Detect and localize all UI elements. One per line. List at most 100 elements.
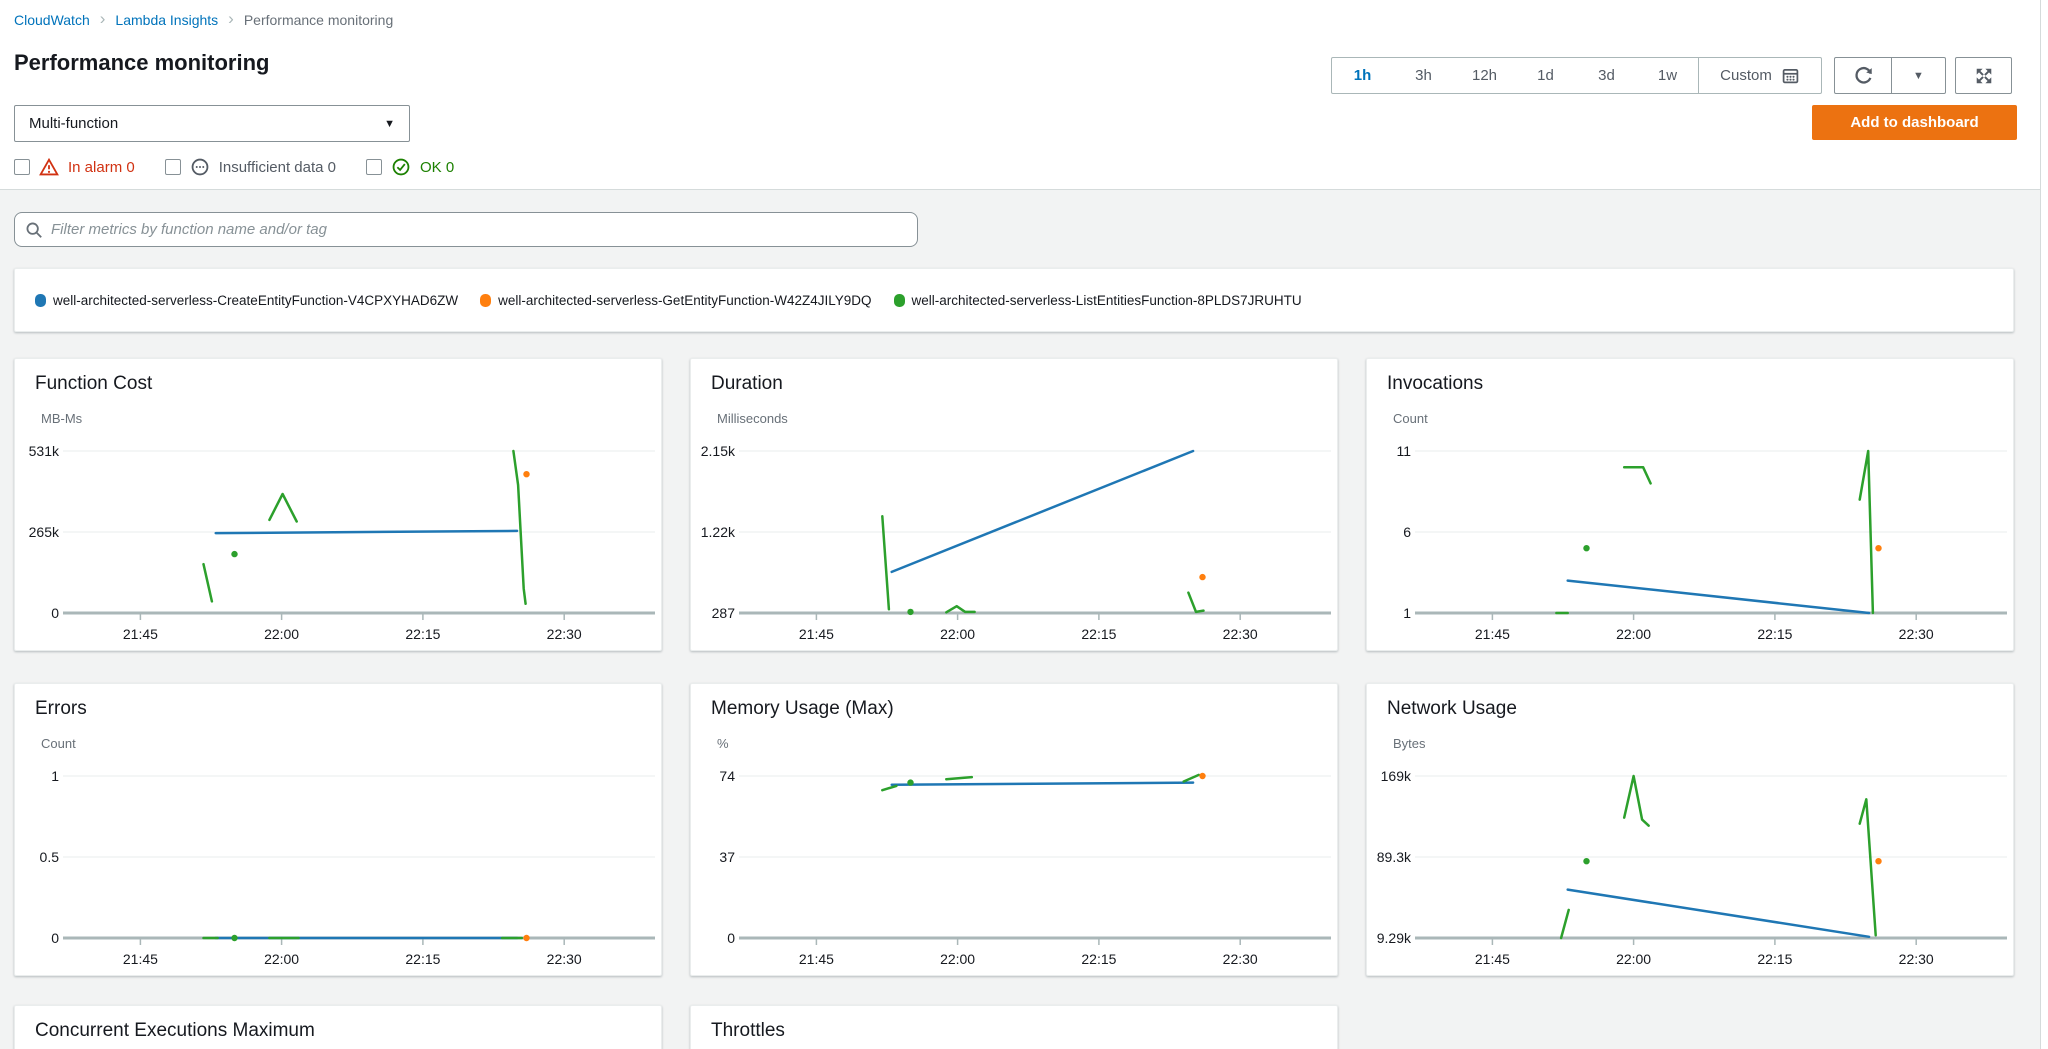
add-to-dashboard-button[interactable]: Add to dashboard xyxy=(1812,105,2017,140)
refresh-button[interactable] xyxy=(1835,58,1891,93)
in-alarm-checkbox[interactable] xyxy=(14,159,30,175)
search-icon xyxy=(25,221,43,239)
fullscreen-button[interactable] xyxy=(1955,57,2012,94)
time-range-3d[interactable]: 3d xyxy=(1576,58,1637,93)
legend-item-create-entity[interactable]: well-architected-serverless-CreateEntity… xyxy=(35,293,458,308)
svg-text:74: 74 xyxy=(719,768,735,784)
breadcrumb-lambda-insights[interactable]: Lambda Insights xyxy=(115,12,218,28)
legend-dot-blue xyxy=(35,294,46,307)
time-range-1h[interactable]: 1h xyxy=(1332,58,1393,93)
insufficient-data-checkbox[interactable] xyxy=(165,159,181,175)
chart-card-function-cost: Function Cost MB-Ms 0265k531k21:4522:002… xyxy=(14,358,662,651)
chart-canvas: 2871.22k2.15k21:4522:0022:1522:30 xyxy=(691,434,1339,649)
breadcrumb: CloudWatch › Lambda Insights › Performan… xyxy=(14,10,393,30)
legend-dot-orange xyxy=(480,294,491,307)
page-title: Performance monitoring xyxy=(14,50,269,76)
metric-filter-search xyxy=(14,212,918,247)
chart-unit-label: Count xyxy=(41,736,76,751)
chart-title: Function Cost xyxy=(35,373,152,395)
vertical-scrollbar[interactable] xyxy=(2040,0,2048,1049)
search-input[interactable] xyxy=(51,221,907,238)
legend-item-get-entity[interactable]: well-architected-serverless-GetEntityFun… xyxy=(480,293,871,308)
function-scope-select[interactable]: Multi-function ▼ xyxy=(14,105,410,142)
chart-canvas: 161121:4522:0022:1522:30 xyxy=(1367,434,2015,649)
svg-text:22:30: 22:30 xyxy=(547,626,582,642)
legend-item-list-entities[interactable]: well-architected-serverless-ListEntities… xyxy=(894,293,1302,308)
in-alarm-label: In alarm 0 xyxy=(68,159,135,176)
svg-text:21:45: 21:45 xyxy=(1475,951,1510,967)
chart-title: Duration xyxy=(711,373,783,395)
svg-text:265k: 265k xyxy=(29,524,60,540)
svg-text:9.29k: 9.29k xyxy=(1377,930,1412,946)
svg-text:2.15k: 2.15k xyxy=(701,443,736,459)
svg-text:0: 0 xyxy=(727,930,735,946)
legend-dot-green xyxy=(894,294,905,307)
refresh-options-button[interactable]: ▼ xyxy=(1891,58,1945,93)
svg-text:22:00: 22:00 xyxy=(940,626,975,642)
svg-text:21:45: 21:45 xyxy=(123,626,158,642)
filter-ok[interactable]: OK 0 xyxy=(366,157,454,177)
alarm-warning-icon xyxy=(39,157,59,177)
svg-text:21:45: 21:45 xyxy=(799,626,834,642)
svg-text:1: 1 xyxy=(1403,605,1411,621)
svg-text:531k: 531k xyxy=(29,443,60,459)
errors-plot: 00.5121:4522:0022:1522:30 xyxy=(15,759,663,974)
breadcrumb-cloudwatch[interactable]: CloudWatch xyxy=(14,12,90,28)
breadcrumb-separator-icon: › xyxy=(100,9,106,29)
svg-text:22:00: 22:00 xyxy=(1616,951,1651,967)
svg-text:0: 0 xyxy=(51,605,59,621)
custom-label: Custom xyxy=(1720,67,1772,84)
svg-text:22:00: 22:00 xyxy=(264,626,299,642)
time-range-1w[interactable]: 1w xyxy=(1637,58,1698,93)
svg-text:21:45: 21:45 xyxy=(123,951,158,967)
chart-canvas: 00.5121:4522:0022:1522:30 xyxy=(15,759,663,974)
svg-text:169k: 169k xyxy=(1381,768,1412,784)
filter-insufficient-data[interactable]: Insufficient data 0 xyxy=(165,157,336,177)
chart-card-network-usage: Network Usage Bytes 9.29k 89.3k 169k 21:45 2… xyxy=(1366,683,2014,976)
svg-text:89.3k: 89.3k xyxy=(1377,849,1412,865)
chart-card-throttles: Throttles xyxy=(690,1005,1338,1049)
refresh-icon xyxy=(1853,65,1874,86)
legend-label: well-architected-serverless-CreateEntity… xyxy=(53,293,458,308)
chevron-down-icon: ▼ xyxy=(1913,70,1924,82)
function-cost-plot: 0 265k 531k 21:45 22:00 22:15 22:30 xyxy=(15,434,663,649)
svg-text:0.5: 0.5 xyxy=(40,849,60,865)
expand-arrows-icon xyxy=(1974,66,1994,86)
svg-text:22:15: 22:15 xyxy=(405,626,440,642)
legend-label: well-architected-serverless-ListEntities… xyxy=(912,293,1302,308)
calendar-icon xyxy=(1781,66,1800,85)
svg-text:22:00: 22:00 xyxy=(264,951,299,967)
chart-card-invocations: Invocations Count 161121:4522:0022:1522:… xyxy=(1366,358,2014,651)
time-range-1d[interactable]: 1d xyxy=(1515,58,1576,93)
filter-in-alarm[interactable]: In alarm 0 xyxy=(14,157,135,177)
svg-text:22:15: 22:15 xyxy=(1081,951,1116,967)
svg-text:1: 1 xyxy=(51,768,59,784)
ok-checkbox[interactable] xyxy=(366,159,382,175)
chart-title: Network Usage xyxy=(1387,698,1517,720)
time-range-12h[interactable]: 12h xyxy=(1454,58,1515,93)
chart-unit-label: % xyxy=(717,736,729,751)
chart-unit-label: Count xyxy=(1393,411,1428,426)
alarm-filter-row: In alarm 0 Insufficient data 0 OK 0 xyxy=(14,157,454,177)
chart-title: Memory Usage (Max) xyxy=(711,698,894,720)
chart-unit-label: Bytes xyxy=(1393,736,1426,751)
chart-title: Invocations xyxy=(1387,373,1483,395)
svg-text:22:15: 22:15 xyxy=(405,951,440,967)
svg-text:21:45: 21:45 xyxy=(1475,626,1510,642)
svg-text:22:30: 22:30 xyxy=(1223,951,1258,967)
time-range-custom[interactable]: Custom xyxy=(1698,58,1821,93)
chart-card-errors: Errors Count 00.5121:4522:0022:1522:30 xyxy=(14,683,662,976)
time-range-3h[interactable]: 3h xyxy=(1393,58,1454,93)
ok-check-icon xyxy=(391,157,411,177)
svg-text:0: 0 xyxy=(51,930,59,946)
svg-text:22:15: 22:15 xyxy=(1757,626,1792,642)
svg-text:37: 37 xyxy=(719,849,735,865)
memory-usage-plot: 0377421:4522:0022:1522:30 xyxy=(691,759,1339,974)
svg-text:21:45: 21:45 xyxy=(799,951,834,967)
invocations-plot: 161121:4522:0022:1522:30 xyxy=(1367,434,2015,649)
page-header: CloudWatch › Lambda Insights › Performan… xyxy=(0,0,2048,190)
chart-card-concurrent-executions: Concurrent Executions Maximum xyxy=(14,1005,662,1049)
duration-plot: 2871.22k2.15k21:4522:0022:1522:30 xyxy=(691,434,1339,649)
chart-card-duration: Duration Milliseconds 2871.22k2.15k21:45… xyxy=(690,358,1338,651)
insufficient-data-icon xyxy=(190,157,210,177)
